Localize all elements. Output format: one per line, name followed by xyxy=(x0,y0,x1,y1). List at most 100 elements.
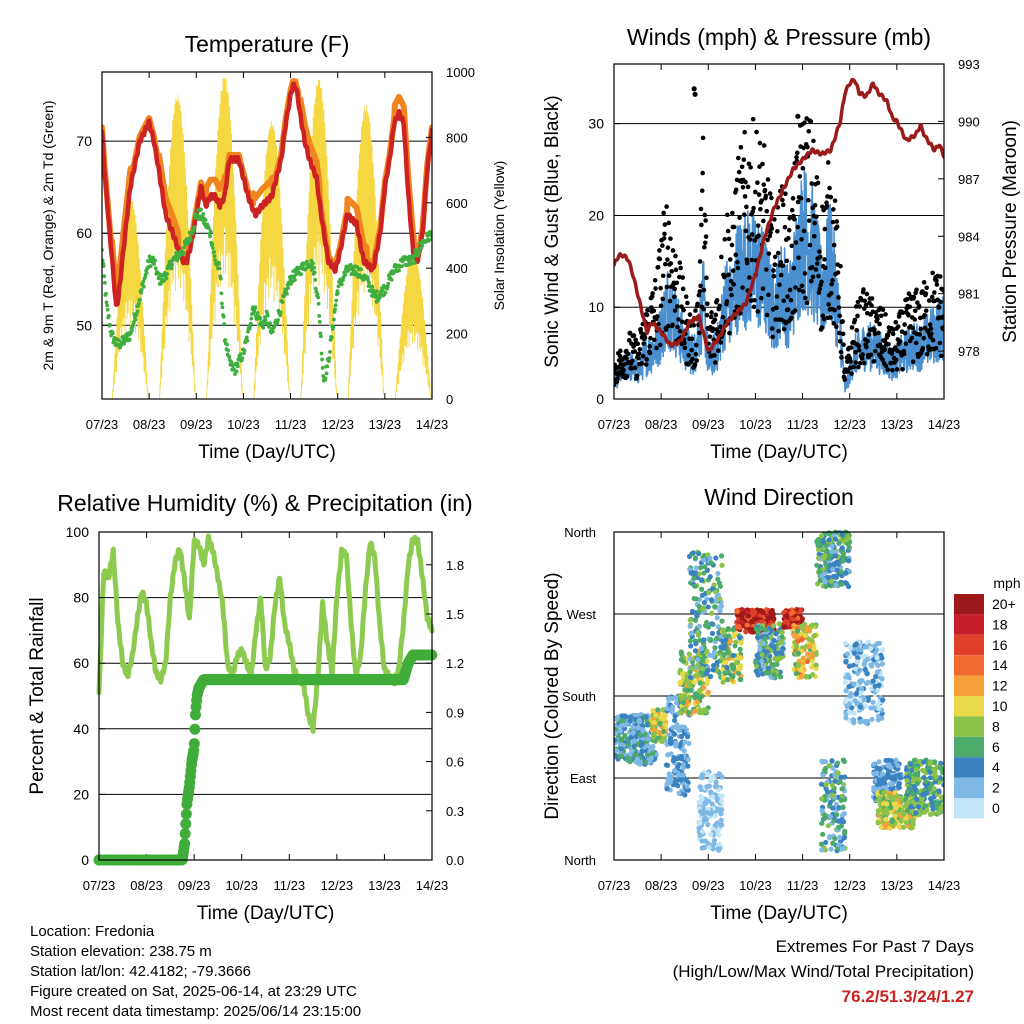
wind-direction-point xyxy=(724,665,730,671)
timestamp-line: Most recent data timestamp: 2025/06/14 2… xyxy=(30,1003,362,1020)
gust-point xyxy=(728,286,733,292)
gust-point xyxy=(938,299,943,305)
gust-point xyxy=(682,345,688,351)
gust-point xyxy=(615,376,620,381)
wind-direction-point xyxy=(762,635,768,642)
wind-direction-point xyxy=(618,746,625,752)
dewpoint-point xyxy=(332,317,336,322)
dewpoint-point xyxy=(235,361,240,366)
dewpoint-point xyxy=(399,264,404,269)
gust-point xyxy=(795,224,801,230)
gust-point xyxy=(813,267,819,272)
y-tick-label: 100 xyxy=(66,524,90,540)
y-right-tick-label: 0 xyxy=(446,392,453,407)
wind-direction-point xyxy=(774,661,780,667)
wind-direction-point xyxy=(823,583,829,590)
gust-point xyxy=(941,288,944,293)
wind-direction-point xyxy=(779,629,785,635)
wind-direction-point xyxy=(682,739,688,745)
legend-swatch xyxy=(954,696,984,717)
dewpoint-point xyxy=(275,321,280,325)
gust-point xyxy=(920,289,925,294)
gust-point xyxy=(786,235,791,241)
wind-direction-point xyxy=(727,638,733,645)
wind-direction-point xyxy=(657,730,663,736)
gust-point xyxy=(922,312,927,318)
wind-direction-point xyxy=(718,798,725,805)
wind-direction-point xyxy=(743,629,749,635)
gust-point xyxy=(851,364,857,370)
wind-direction-point xyxy=(828,578,834,584)
wind-direction-point xyxy=(900,824,907,830)
gust-point xyxy=(864,291,870,297)
wind-direction-point xyxy=(653,712,659,718)
dewpoint-point xyxy=(152,262,156,266)
wind-direction-point xyxy=(709,794,716,800)
gust-point xyxy=(643,362,649,367)
gust-point xyxy=(837,339,843,344)
wind-direction-point xyxy=(861,697,868,703)
wind-direction-point xyxy=(843,570,849,576)
gust-point xyxy=(902,330,908,336)
gust-point xyxy=(816,290,822,295)
dewpoint-point xyxy=(410,261,414,266)
wind-direction-point xyxy=(709,630,716,636)
gust-point xyxy=(758,206,763,212)
dewpoint-point xyxy=(227,354,232,359)
wind-direction-point xyxy=(710,667,716,673)
wind-direction-point xyxy=(677,680,683,686)
wind-direction-point xyxy=(768,609,774,615)
dewpoint-point xyxy=(377,295,382,300)
plot-border xyxy=(613,63,945,400)
wind-direction-point xyxy=(729,662,735,668)
gust-point xyxy=(868,352,874,358)
wind-direction-point xyxy=(931,786,937,792)
wind-direction-point xyxy=(940,801,944,807)
dewpoint-point xyxy=(244,335,249,340)
wind-direction-point xyxy=(684,783,690,789)
wind-direction-point xyxy=(852,697,858,704)
dewpoint-point xyxy=(102,264,106,268)
gust-point xyxy=(781,298,787,304)
wind-direction-point xyxy=(673,700,680,706)
wind-direction-point xyxy=(697,565,704,571)
wind-direction-point xyxy=(692,648,699,654)
gust-point xyxy=(701,306,706,312)
gust-point xyxy=(728,278,734,284)
dewpoint-point xyxy=(226,348,231,353)
wind-direction-point xyxy=(692,571,698,577)
wind-direction-point xyxy=(927,761,933,767)
wind-direction-point xyxy=(837,834,843,840)
wind-direction-point xyxy=(771,672,777,678)
dewpoint-point xyxy=(104,300,109,305)
dewpoint-point xyxy=(136,301,141,306)
gust-point xyxy=(689,336,695,342)
gust-point xyxy=(642,335,648,340)
wind-direction-point xyxy=(829,549,835,555)
dewpoint-point xyxy=(349,263,353,267)
wind-direction-point xyxy=(714,820,721,826)
dewpoint-point xyxy=(130,328,134,333)
gust-point xyxy=(758,295,764,301)
dewpoint-point xyxy=(268,321,272,326)
gust-point xyxy=(761,182,767,187)
direction-tick-label: North xyxy=(564,525,596,540)
gust-point xyxy=(701,287,707,293)
legend-label: 4 xyxy=(992,759,1000,775)
x-tick-label: 08/23 xyxy=(130,878,163,893)
dewpoint-point xyxy=(253,305,258,310)
wind-direction-point xyxy=(903,820,910,826)
wind-direction-point xyxy=(710,826,716,832)
gust-point xyxy=(666,273,672,279)
wind-direction-point xyxy=(664,706,670,712)
wind-direction-point xyxy=(828,846,834,852)
wind-direction-point xyxy=(804,658,810,665)
gust-point xyxy=(751,304,757,310)
wind-direction-point xyxy=(855,655,861,661)
gust-point xyxy=(771,268,776,273)
gust-point xyxy=(877,342,883,347)
gust-point xyxy=(762,187,768,193)
wind-direction-point xyxy=(702,564,708,570)
gust-point xyxy=(866,332,872,337)
gust-point xyxy=(883,363,889,369)
